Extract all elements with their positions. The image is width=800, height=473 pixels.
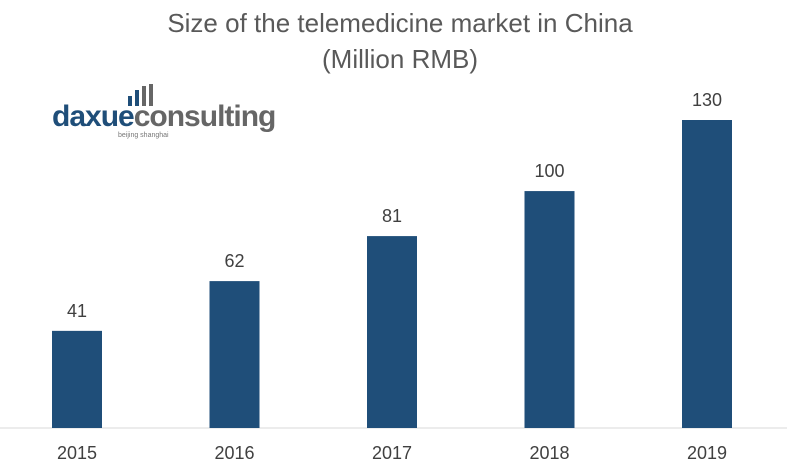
x-tick-label: 2015 xyxy=(57,443,97,463)
bar-2015 xyxy=(52,330,102,428)
daxue-logo: daxueconsulting beijing shanghai xyxy=(52,84,276,139)
data-label-2015: 41 xyxy=(67,301,87,321)
data-label-2017: 81 xyxy=(382,206,402,226)
x-tick-label: 2018 xyxy=(529,443,569,463)
bar-2019 xyxy=(682,120,732,428)
data-label-2018: 100 xyxy=(534,161,564,181)
chart-title: Size of the telemedicine market in China xyxy=(167,8,633,38)
x-tick-label: 2016 xyxy=(214,443,254,463)
svg-text:daxueconsulting: daxueconsulting xyxy=(52,100,275,133)
svg-text:beijing shanghai: beijing shanghai xyxy=(118,132,169,139)
x-tick-label: 2019 xyxy=(687,443,727,463)
chart-subtitle: (Million RMB) xyxy=(322,44,478,74)
x-tick-label: 2017 xyxy=(372,443,412,463)
data-label-2016: 62 xyxy=(224,251,244,271)
data-label-2019: 130 xyxy=(692,90,722,110)
bar-2018 xyxy=(524,191,575,428)
bar-2016 xyxy=(209,281,260,428)
bar-2017 xyxy=(367,236,417,428)
